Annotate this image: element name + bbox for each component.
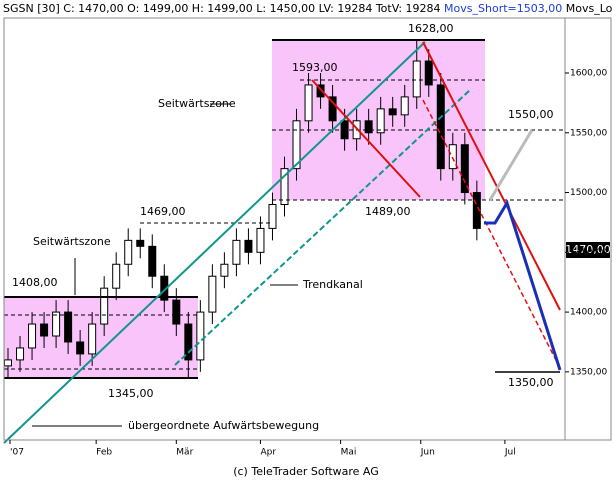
candle-body	[52, 311, 61, 337]
candle-body	[112, 263, 121, 289]
header-long: Movs_Long=1540,45	[566, 2, 613, 15]
candle-body	[472, 192, 481, 229]
header: SGSN [30] C: 1470,00 O: 1499,00 H: 1499,…	[3, 2, 613, 15]
annotation: 1489,00	[365, 205, 411, 218]
x-tick-label: Mär	[176, 448, 193, 458]
projection	[484, 199, 562, 371]
axis-frame	[564, 17, 612, 441]
annotation: 1345,00	[108, 387, 154, 400]
candle-body	[220, 263, 229, 277]
candle-body	[424, 60, 433, 86]
x-tick-label: Apr	[260, 448, 276, 458]
trendline	[422, 41, 561, 311]
annotation: 1350,00	[508, 376, 554, 389]
annotation: 1593,00	[292, 61, 338, 74]
candle-body	[208, 275, 217, 313]
candle-body	[412, 60, 421, 98]
trendline	[422, 99, 561, 369]
candle-body	[184, 323, 193, 361]
candle-body	[148, 245, 157, 277]
candle-body	[304, 84, 313, 122]
candle-body	[400, 96, 409, 116]
candle-body	[124, 239, 133, 265]
candle-body	[244, 239, 253, 253]
candle-body	[316, 84, 325, 98]
x-tick-label: '07	[10, 448, 24, 458]
x-tick-label: Jul	[504, 448, 516, 458]
candle-body	[364, 120, 373, 134]
x-tick-label: Jun	[420, 448, 435, 458]
annotation: 1628,00	[408, 22, 454, 35]
candle-body	[64, 311, 73, 343]
y-tick-label: 1450,00	[570, 248, 607, 258]
candle-body	[100, 287, 109, 325]
candle-body	[232, 239, 241, 265]
trendline	[311, 79, 421, 198]
y-tick-label: 1500,00	[570, 188, 607, 198]
candle-body	[88, 323, 97, 355]
y-tick-label: 1550,00	[570, 128, 607, 138]
annotation: übergeordnete Aufwärtsbewegung	[128, 419, 319, 432]
candle-body	[40, 323, 49, 337]
candle-body	[292, 120, 301, 170]
annotation-labels: 1628,00 1593,00 Seitwärtszone 1550,00 14…	[12, 22, 554, 432]
candle-body	[76, 341, 85, 355]
candle-body	[460, 144, 469, 194]
y-tick-label: 1600,00	[570, 68, 607, 78]
candle-body	[268, 203, 277, 229]
y-tick-label: 1400,00	[570, 308, 607, 318]
y-tick-label: 1350,00	[570, 367, 607, 377]
x-tick-label: Mai	[341, 448, 357, 458]
candle-body	[328, 96, 337, 122]
candle-body	[136, 239, 145, 247]
annotation: 1408,00	[12, 276, 58, 289]
annotation: 1550,00	[508, 108, 554, 121]
candle-body	[172, 299, 181, 325]
projection-alt	[488, 129, 534, 201]
header-short: Movs_Short=1503,00	[444, 2, 562, 15]
trendline	[3, 41, 426, 444]
candle-body	[436, 84, 445, 170]
annotation: Seitwärtszone	[158, 97, 236, 110]
candle-body	[16, 347, 25, 361]
candle-body	[196, 311, 205, 361]
annotation: Seitwärtszone	[33, 235, 111, 248]
annotation: 1469,00	[140, 205, 186, 218]
last-price-box	[566, 242, 610, 258]
last-price: 1470,00	[565, 243, 611, 256]
candle-body	[4, 359, 13, 367]
x-tick-label: Feb	[96, 448, 112, 458]
candle-body	[376, 108, 385, 134]
candle-body	[388, 108, 397, 116]
candle-body	[280, 168, 289, 205]
trendline	[174, 89, 471, 366]
annotation: Trendkanal	[302, 278, 363, 291]
header-info: SGSN [30] C: 1470,00 O: 1499,00 H: 1499,…	[3, 2, 441, 15]
candle-body	[256, 227, 265, 253]
candle-body	[28, 323, 37, 349]
footer: (c) TeleTrader Software AG	[233, 465, 379, 478]
annotation-lines	[3, 39, 565, 444]
